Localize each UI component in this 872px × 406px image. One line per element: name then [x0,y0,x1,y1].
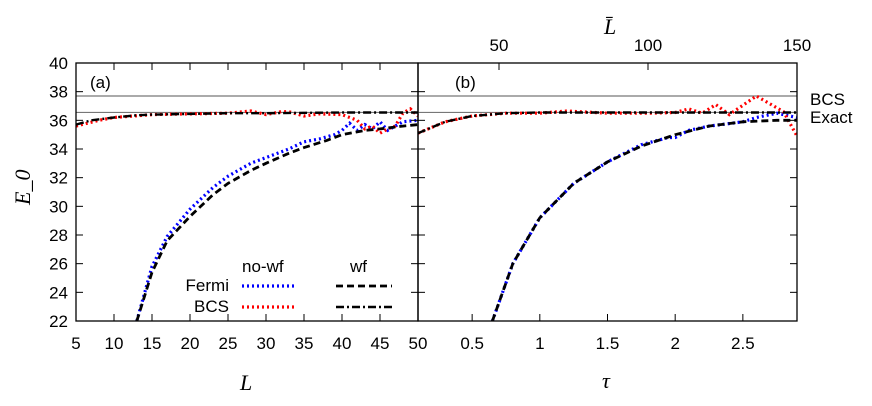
y-tick-label: 28 [49,226,68,245]
y-tick-label: 40 [49,54,68,73]
x-axis-label-a: L [239,370,252,395]
x-tick-label: 50 [409,334,428,353]
top-axis-label: L̄ [603,14,616,39]
x-tick-label: 20 [181,334,200,353]
y-tick-label: 26 [49,255,68,274]
series-fermi-no-wf [490,111,798,322]
x-tick-label: 35 [295,334,314,353]
y-tick-label: 24 [49,283,68,302]
x-tick-label: 40 [333,334,352,353]
x-tick-label: 1 [535,334,544,353]
panel-label-b: (b) [455,73,476,92]
y-tick-label: 36 [49,111,68,130]
legend-col-wf: wf [349,257,367,276]
y-tick-label: 30 [49,197,68,216]
x-tick-label: 15 [143,334,162,353]
x-axis-label-b: τ [602,368,611,393]
y-tick-label: 32 [49,169,68,188]
x-tick-label: 1.5 [596,334,620,353]
series-bcs-no-wf [75,106,420,136]
x-tick-label: 10 [105,334,124,353]
legend-col-nowf: no-wf [242,257,284,276]
panel-frame [417,62,798,322]
top-x-tick-label: 100 [634,36,662,55]
x-tick-label: 2.5 [731,334,755,353]
y-tick-label: 34 [49,140,68,159]
series-bcs-wf [75,111,418,126]
x-tick-label: 45 [371,334,390,353]
series-bcs-wf [417,111,797,135]
legend-row-fermi: Fermi [186,276,229,295]
series-fermi-wf [135,123,419,322]
x-tick-label: 5 [71,334,80,353]
x-tick-label: 2 [670,334,679,353]
series-fermi-wf [491,118,797,322]
panel-label-a: (a) [90,73,111,92]
ref-label-exact: Exact [810,108,853,127]
y-axis-label: E_0 [10,170,35,206]
legend-row-bcs: BCS [194,297,229,316]
y-tick-label: 22 [49,312,68,331]
ref-label-bcs: BCS [810,90,845,109]
top-x-tick-label: 50 [490,36,509,55]
x-tick-label: 0.5 [460,334,484,353]
series-fermi-no-wf [135,118,419,322]
panel-frame [75,62,419,322]
top-x-tick-label: 150 [783,36,811,55]
x-tick-label: 25 [219,334,238,353]
x-tick-label: 30 [257,334,276,353]
y-tick-label: 38 [49,83,68,102]
